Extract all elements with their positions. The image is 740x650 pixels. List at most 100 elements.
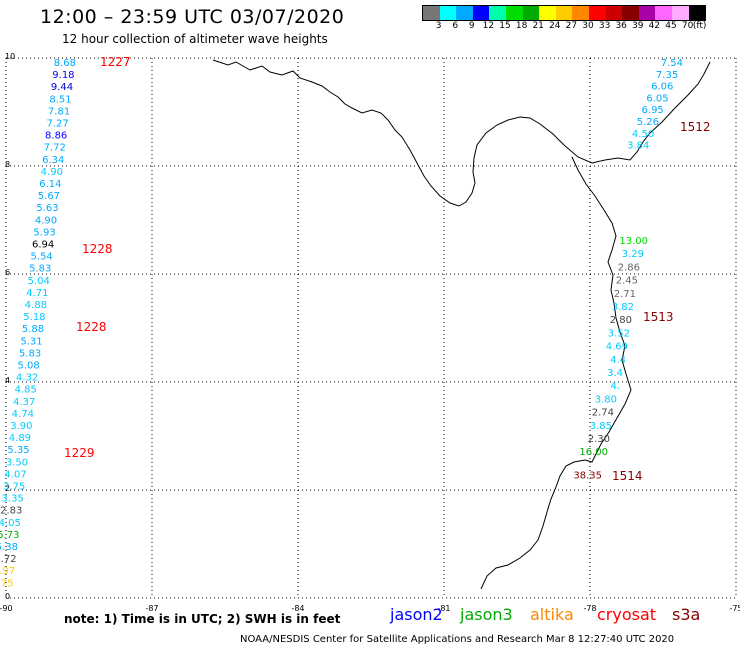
colorbar-label: 27 xyxy=(565,21,578,31)
lon-label: -84 xyxy=(291,604,304,613)
lon-label: -87 xyxy=(145,604,158,613)
colorbar-label: 6 xyxy=(452,21,459,31)
page-subtitle: 12 hour collection of altimeter wave hei… xyxy=(62,32,328,46)
wave-height-value: 2.71 xyxy=(614,289,636,300)
coastline xyxy=(212,59,711,590)
wave-height-value: 3.84 xyxy=(627,141,649,152)
wave-height-value: 4.85 xyxy=(15,385,37,396)
credit-line: NOAA/NESDIS Center for Satellite Applica… xyxy=(240,634,675,645)
legend-altika: altika xyxy=(530,605,574,624)
wave-height-value: 4.37 xyxy=(13,397,35,408)
wave-height-value: 4.4 xyxy=(610,355,626,366)
colorbar-label: 9 xyxy=(468,21,475,31)
footnote: note: 1) Time is in UTC; 2) SWH is in fe… xyxy=(64,612,341,626)
wave-height-value: 4.90 xyxy=(35,215,57,226)
wave-height-value: 4.90 xyxy=(41,167,63,178)
coastline-colombia xyxy=(480,156,632,590)
colorbar-swatch xyxy=(505,6,523,20)
wave-height-value: 2.45 xyxy=(616,276,638,287)
wave-height-value: 5.18 xyxy=(23,312,45,323)
lat-label: 8 xyxy=(5,160,10,169)
wave-height-value: 4.74 xyxy=(12,409,34,420)
latitude-labels: 10 8 6 4 2 0 xyxy=(5,52,15,601)
colorbar-swatch xyxy=(588,6,606,20)
wave-height-value: 24.75 xyxy=(0,578,14,589)
wave-height-value: 4.71 xyxy=(26,288,48,299)
wave-height-value: 5.88 xyxy=(22,324,44,335)
wave-height-value: 22.97 xyxy=(0,566,15,577)
page-title: 12:00 – 23:59 UTC 03/07/2020 xyxy=(40,6,345,28)
colorbar-swatch xyxy=(572,6,589,20)
colorbar-swatch xyxy=(489,6,506,20)
colorbar-label: 21 xyxy=(532,21,544,31)
lat-label: 10 xyxy=(5,52,15,61)
lon-label: -75 xyxy=(729,604,740,613)
colorbar-swatch xyxy=(655,6,672,20)
wave-height-value: 6.05 xyxy=(646,93,668,104)
wave-height-value: 3.29 xyxy=(622,249,644,260)
wave-height-value: 5.31 xyxy=(20,336,42,347)
wave-height-value: 4.88 xyxy=(25,300,47,311)
wave-height-value: 9.44 xyxy=(51,82,73,93)
legend-jason3: jason3 xyxy=(460,605,513,624)
pass-labels: 1227 1228 1228 1229 1512 1513 1514 xyxy=(64,55,711,483)
colorbar-label: 15 xyxy=(499,21,511,31)
colorbar-label: 30 xyxy=(582,21,594,31)
wave-height-value: 16.00 xyxy=(579,447,608,458)
wave-height-value: 2.74 xyxy=(592,408,614,419)
colorbar-swatch xyxy=(622,6,639,20)
pass-number-label: 1228 xyxy=(76,320,107,334)
colorbar-label: 33 xyxy=(598,21,611,31)
colorbar-label: 36 xyxy=(615,21,627,31)
colorbar-label: 24 xyxy=(549,21,561,31)
wave-height-value: 4.89 xyxy=(9,433,31,444)
wave-height-value: 7.35 xyxy=(656,70,678,81)
pass-number-label: 1229 xyxy=(64,446,95,460)
colorbar-label: (ft) xyxy=(692,21,707,31)
wave-height-value: 4.32 xyxy=(16,373,38,384)
colorbar xyxy=(422,5,707,21)
lon-label: -81 xyxy=(437,604,450,613)
wave-height-value: 9.18 xyxy=(52,70,74,81)
pass-number-label: 1512 xyxy=(680,120,711,134)
colorbar-swatch xyxy=(439,6,457,20)
colorbar-label: 39 xyxy=(632,21,644,31)
legend-jason2: jason2 xyxy=(390,605,443,624)
wave-height-value: 3.80 xyxy=(595,394,617,405)
legend-s3a: s3a xyxy=(672,605,701,624)
wave-height-value: 5.35 xyxy=(7,445,29,456)
wave-height-value: 6.06 xyxy=(651,82,673,93)
wave-height-value: 6.95 xyxy=(642,105,664,116)
colorbar-swatch xyxy=(522,6,540,20)
wave-height-value: 5.26 xyxy=(637,117,659,128)
wave-height-value: 2.86 xyxy=(618,262,640,273)
coastline-central-america xyxy=(212,59,711,207)
legend-cryosat: cryosat xyxy=(597,605,657,624)
wave-height-value: 2.80 xyxy=(610,315,632,326)
map-grid xyxy=(5,57,737,599)
wave-height-value: 7.72 xyxy=(44,143,66,154)
longitude-labels: -90 -87 -84 -81 -78 -75 xyxy=(0,604,740,613)
lat-label: 2 xyxy=(5,484,10,493)
wave-height-value: 4.05 xyxy=(0,518,21,529)
colorbar-label: 42 xyxy=(648,21,661,31)
wave-height-value: 3.75 xyxy=(3,482,25,493)
wave-height-value: 2.30 xyxy=(588,434,610,445)
wave-height-value: 8.68 xyxy=(54,58,76,69)
wave-height-value: 3.4 xyxy=(607,368,623,379)
wave-height-value: 4.07 xyxy=(4,469,26,480)
colorbar-swatch xyxy=(605,6,623,20)
wave-height-value: 4.69 xyxy=(606,342,628,353)
wave-height-value: 7.54 xyxy=(661,58,683,69)
wave-height-value: 3.52 xyxy=(608,328,630,339)
wave-height-value: 5.67 xyxy=(38,191,60,202)
pass-number-label: 1513 xyxy=(643,310,674,324)
track-values-right-top: 7.547.356.066.056.955.264.503.84 xyxy=(627,58,683,152)
wave-height-value: 3.82 xyxy=(612,302,634,313)
wave-height-value: 5.04 xyxy=(28,276,50,287)
wave-height-value: 6.94 xyxy=(32,240,54,251)
colorbar-swatch xyxy=(456,6,473,20)
wave-height-value: 1.72 xyxy=(0,554,17,565)
wave-height-value: 3.85 xyxy=(590,421,612,432)
